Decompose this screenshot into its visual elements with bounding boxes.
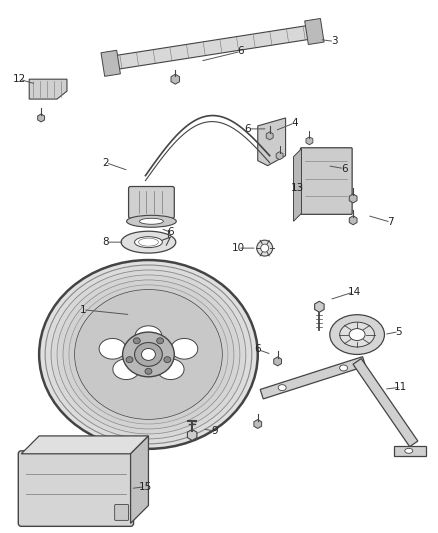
Text: 10: 10 bbox=[231, 243, 244, 253]
Ellipse shape bbox=[75, 290, 222, 419]
Ellipse shape bbox=[123, 332, 174, 377]
Ellipse shape bbox=[39, 260, 258, 449]
Polygon shape bbox=[110, 25, 315, 70]
Ellipse shape bbox=[339, 365, 348, 371]
Ellipse shape bbox=[99, 338, 126, 359]
Ellipse shape bbox=[157, 338, 164, 344]
Ellipse shape bbox=[278, 385, 286, 391]
Ellipse shape bbox=[57, 275, 240, 434]
Polygon shape bbox=[353, 359, 418, 447]
Ellipse shape bbox=[75, 290, 222, 419]
Ellipse shape bbox=[349, 329, 365, 341]
Text: 3: 3 bbox=[331, 36, 338, 46]
Text: 9: 9 bbox=[212, 426, 218, 436]
FancyBboxPatch shape bbox=[115, 504, 129, 520]
Polygon shape bbox=[293, 149, 301, 221]
Polygon shape bbox=[131, 436, 148, 523]
Ellipse shape bbox=[113, 359, 140, 379]
Ellipse shape bbox=[157, 359, 184, 379]
Text: 7: 7 bbox=[388, 217, 394, 227]
Text: 12: 12 bbox=[13, 74, 26, 84]
Ellipse shape bbox=[134, 237, 162, 248]
Text: 6: 6 bbox=[237, 46, 244, 56]
Ellipse shape bbox=[140, 219, 163, 224]
Text: 4: 4 bbox=[291, 118, 298, 128]
Text: 2: 2 bbox=[102, 158, 109, 168]
Text: 8: 8 bbox=[102, 237, 109, 247]
FancyBboxPatch shape bbox=[18, 451, 134, 527]
Ellipse shape bbox=[45, 265, 252, 444]
Ellipse shape bbox=[63, 280, 234, 429]
Text: 6: 6 bbox=[341, 164, 347, 174]
Ellipse shape bbox=[164, 357, 171, 362]
Ellipse shape bbox=[340, 322, 374, 347]
Text: 6: 6 bbox=[167, 227, 173, 237]
Ellipse shape bbox=[134, 343, 162, 366]
Ellipse shape bbox=[126, 357, 133, 362]
Polygon shape bbox=[29, 79, 67, 99]
Ellipse shape bbox=[51, 270, 246, 439]
Text: 14: 14 bbox=[347, 287, 361, 297]
Ellipse shape bbox=[127, 215, 176, 227]
FancyBboxPatch shape bbox=[129, 187, 174, 219]
Text: 5: 5 bbox=[396, 327, 402, 336]
FancyBboxPatch shape bbox=[300, 148, 352, 214]
Ellipse shape bbox=[69, 285, 228, 424]
Ellipse shape bbox=[133, 338, 140, 344]
Text: 6: 6 bbox=[244, 124, 251, 134]
Text: 1: 1 bbox=[80, 305, 86, 314]
Ellipse shape bbox=[330, 314, 385, 354]
Text: 6: 6 bbox=[254, 344, 261, 354]
Ellipse shape bbox=[145, 368, 152, 374]
Polygon shape bbox=[260, 357, 366, 399]
Ellipse shape bbox=[171, 338, 198, 359]
Text: 11: 11 bbox=[394, 382, 407, 392]
Ellipse shape bbox=[121, 231, 176, 253]
Ellipse shape bbox=[405, 448, 413, 453]
Polygon shape bbox=[258, 118, 286, 166]
Polygon shape bbox=[305, 19, 324, 45]
Text: 13: 13 bbox=[291, 183, 304, 193]
Circle shape bbox=[257, 240, 273, 256]
Circle shape bbox=[261, 244, 268, 252]
Polygon shape bbox=[21, 436, 148, 454]
Text: 15: 15 bbox=[139, 482, 152, 491]
Polygon shape bbox=[394, 446, 426, 456]
Ellipse shape bbox=[141, 349, 155, 360]
Polygon shape bbox=[101, 50, 120, 76]
Ellipse shape bbox=[135, 326, 162, 346]
